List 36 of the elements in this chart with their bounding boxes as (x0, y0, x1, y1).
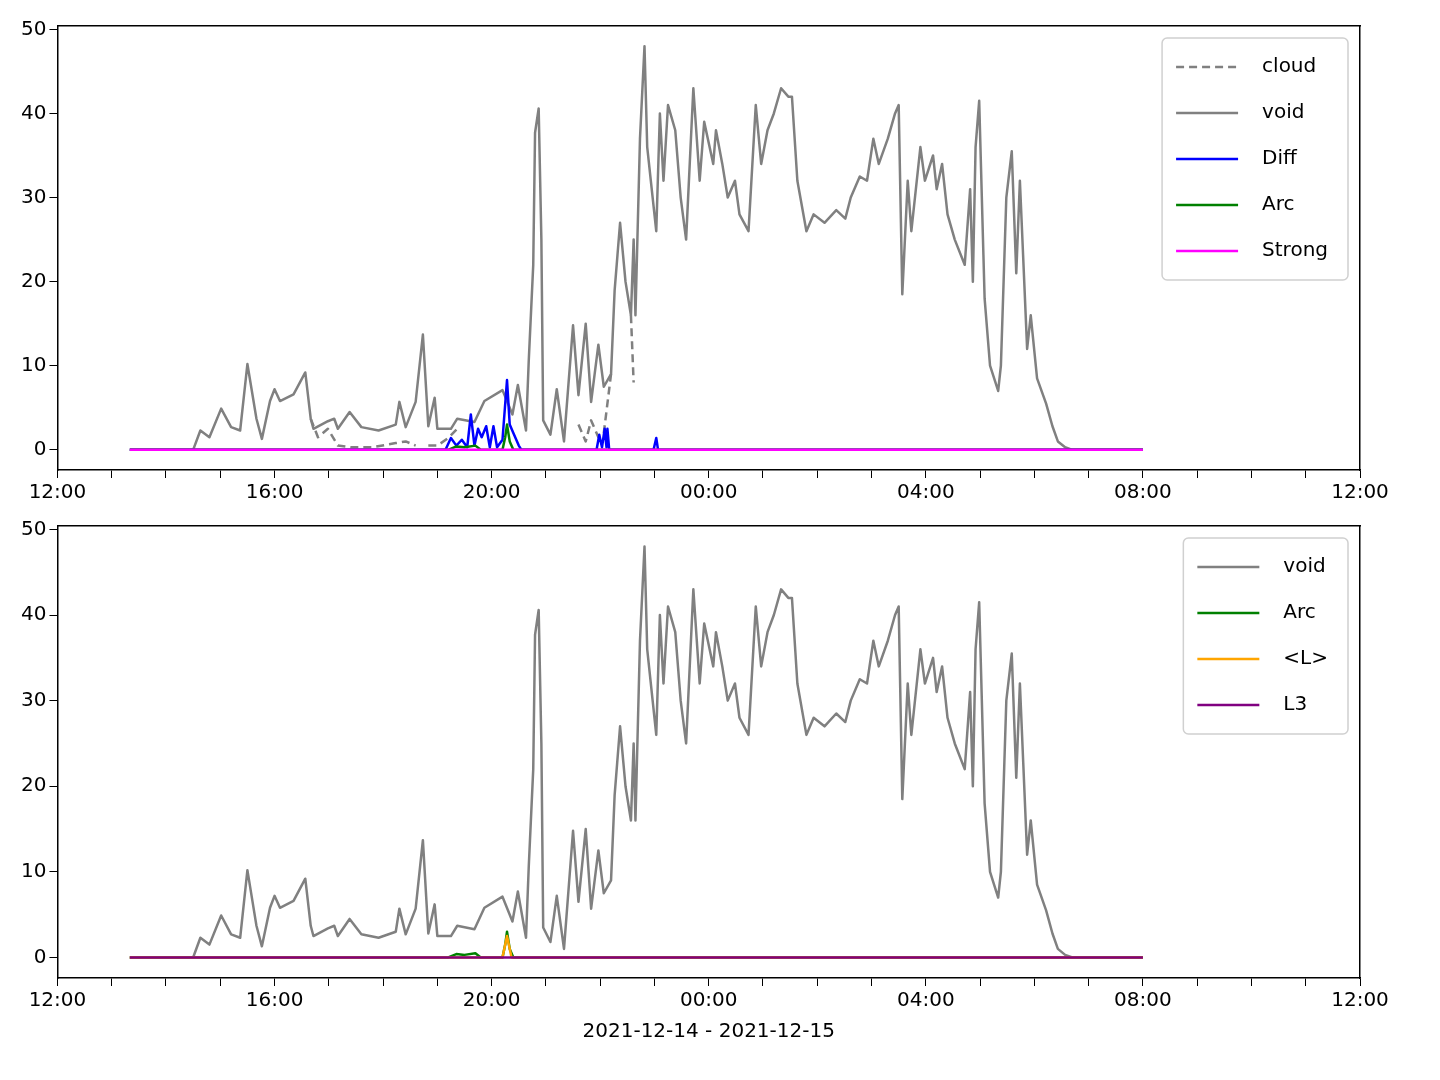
legend-label: Arc (1283, 599, 1316, 624)
x-tick-label: 00:00 (679, 987, 738, 1012)
y-tick-label: 20 (21, 772, 47, 797)
legend-label: Strong (1262, 237, 1329, 262)
x-tick-label: 12:00 (1331, 479, 1389, 504)
y-tick-label: 50 (21, 15, 47, 40)
y-tick-label: 40 (21, 601, 47, 626)
x-tick-label: 20:00 (462, 479, 521, 504)
legend-label: void (1283, 553, 1326, 578)
legend-label: Diff (1262, 145, 1299, 170)
x-tick-label: 20:00 (462, 987, 521, 1012)
x-tick-label: 00:00 (679, 479, 738, 504)
x-tick-label: 16:00 (245, 987, 304, 1012)
y-tick-label: 10 (21, 351, 47, 376)
legend-label: cloud (1262, 53, 1317, 78)
x-tick-label: 12:00 (28, 479, 87, 504)
x-tick-label: 12:00 (28, 987, 87, 1012)
y-tick-label: 0 (33, 943, 47, 968)
legend-label: Arc (1262, 191, 1295, 216)
x-tick-label: 04:00 (897, 987, 955, 1012)
legend-label: void (1262, 99, 1305, 124)
x-tick-label: 12:00 (1331, 987, 1389, 1012)
legend-label: <L> (1283, 645, 1329, 670)
x-tick-label: 04:00 (897, 479, 955, 504)
y-tick-label: 30 (21, 183, 47, 208)
y-tick-label: 10 (21, 858, 47, 883)
y-tick-label: 0 (33, 436, 47, 461)
x-tick-label: 08:00 (1114, 479, 1172, 504)
y-tick-label: 50 (21, 515, 47, 540)
y-tick-label: 40 (21, 99, 47, 124)
x-axis-title: 2021-12-14 - 2021-12-15 (582, 1018, 835, 1043)
x-tick-label: 16:00 (245, 479, 304, 504)
x-tick-label: 08:00 (1114, 987, 1172, 1012)
legend-label: L3 (1283, 691, 1308, 716)
y-tick-label: 30 (21, 686, 47, 711)
y-tick-label: 20 (21, 267, 47, 292)
